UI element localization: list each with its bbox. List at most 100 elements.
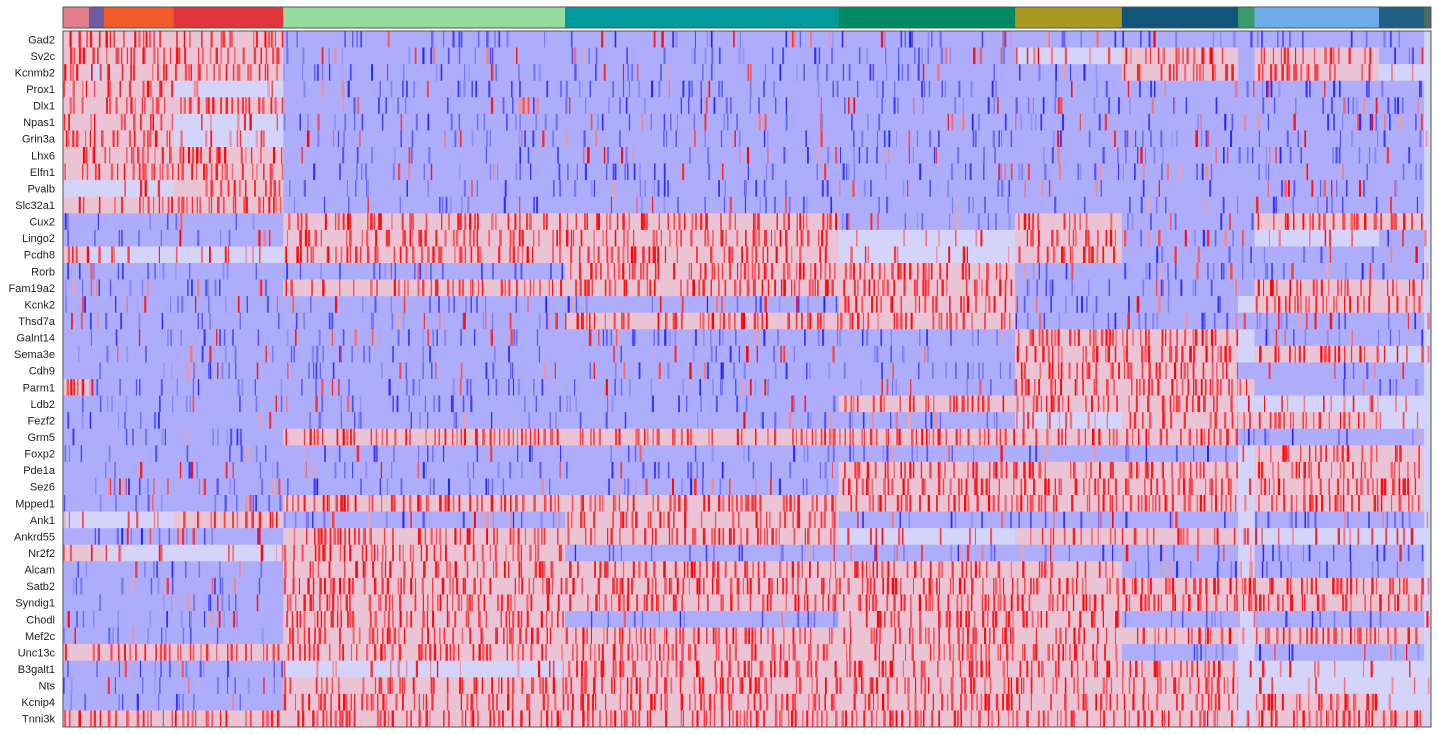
heatmap-stripe <box>670 113 672 131</box>
heatmap-stripe <box>399 196 401 214</box>
heatmap-cell <box>1121 511 1239 529</box>
heatmap-stripe <box>717 561 720 579</box>
heatmap-stripe <box>469 495 472 512</box>
heatmap-stripe <box>857 594 861 612</box>
heatmap-stripe <box>142 196 144 214</box>
heatmap-stripe <box>710 279 712 297</box>
heatmap-stripe <box>386 478 389 496</box>
heatmap-stripe <box>208 147 212 164</box>
heatmap-stripe <box>250 64 252 82</box>
heatmap-stripe <box>486 511 489 529</box>
heatmap-stripe <box>307 229 311 247</box>
heatmap-stripe <box>417 279 420 297</box>
heatmap-stripe <box>1221 263 1223 280</box>
heatmap-stripe <box>149 31 152 48</box>
heatmap-cell <box>63 213 90 231</box>
heatmap-stripe <box>733 362 735 380</box>
heatmap-stripe <box>1362 577 1365 595</box>
heatmap-stripe <box>1231 64 1234 82</box>
heatmap-stripe <box>1029 329 1032 347</box>
heatmap-stripe <box>418 229 421 247</box>
heatmap-cell <box>104 445 175 463</box>
heatmap-stripe <box>176 31 178 48</box>
heatmap-stripe <box>126 528 129 546</box>
heatmap-stripe <box>552 561 554 579</box>
heatmap-stripe <box>356 31 359 48</box>
heatmap-stripe <box>1058 163 1062 181</box>
heatmap-stripe <box>533 64 536 82</box>
heatmap-stripe <box>1153 31 1156 48</box>
heatmap-stripe <box>955 428 958 446</box>
heatmap-stripe <box>904 213 907 231</box>
heatmap-stripe <box>1098 561 1101 579</box>
heatmap-stripe <box>894 577 898 595</box>
heatmap-stripe <box>742 312 746 330</box>
heatmap-stripe <box>1045 263 1048 280</box>
heatmap-stripe <box>1041 180 1044 198</box>
heatmap-stripe <box>707 495 711 512</box>
heatmap-stripe <box>302 47 305 65</box>
heatmap-stripe <box>972 362 974 380</box>
heatmap-stripe <box>1047 478 1050 496</box>
heatmap-stripe <box>1224 345 1227 363</box>
heatmap-stripe <box>890 329 892 347</box>
heatmap-stripe <box>151 163 153 181</box>
heatmap-stripe <box>1366 478 1370 496</box>
heatmap-stripe <box>508 561 510 579</box>
heatmap-stripe <box>909 461 912 479</box>
heatmap-stripe <box>444 229 447 247</box>
heatmap-stripe <box>875 296 878 314</box>
heatmap-cell <box>283 147 566 164</box>
heatmap-stripe <box>81 395 84 413</box>
heatmap-stripe <box>186 196 188 214</box>
heatmap-stripe <box>1038 461 1042 479</box>
heatmap-stripe <box>492 511 494 529</box>
heatmap-stripe <box>1075 478 1078 496</box>
heatmap-stripe <box>388 379 391 396</box>
heatmap-stripe <box>332 577 335 595</box>
heatmap-cell <box>1424 296 1432 314</box>
heatmap-stripe <box>317 528 320 546</box>
heatmap-stripe <box>1065 412 1067 430</box>
heatmap-cell <box>88 163 105 181</box>
heatmap-stripe <box>472 279 474 297</box>
heatmap-stripe <box>230 428 233 446</box>
heatmap-stripe <box>869 528 872 546</box>
heatmap-stripe <box>93 263 95 280</box>
heatmap-stripe <box>712 97 715 115</box>
heatmap-stripe <box>1108 428 1111 446</box>
heatmap-stripe <box>1095 362 1098 380</box>
heatmap-cell <box>1424 495 1432 512</box>
heatmap-stripe <box>610 196 613 214</box>
heatmap-stripe <box>1118 362 1120 380</box>
heatmap-stripe <box>419 263 422 280</box>
heatmap-stripe <box>825 229 828 247</box>
heatmap-stripe <box>1038 263 1040 280</box>
heatmap-cell <box>565 97 840 115</box>
heatmap-stripe <box>399 362 402 380</box>
heatmap-stripe <box>455 412 458 430</box>
heatmap-stripe <box>293 345 295 363</box>
heatmap-stripe <box>339 163 341 181</box>
heatmap-stripe <box>64 64 67 82</box>
heatmap-stripe <box>95 279 98 297</box>
heatmap-stripe <box>648 246 651 264</box>
heatmap-stripe <box>1303 395 1306 413</box>
heatmap-stripe <box>93 80 96 98</box>
heatmap-stripe <box>193 80 196 98</box>
heatmap-stripe <box>1326 561 1328 579</box>
heatmap-stripe <box>782 263 786 280</box>
heatmap-stripe <box>877 279 879 297</box>
heatmap-stripe <box>1279 147 1282 164</box>
heatmap-stripe <box>556 428 559 446</box>
heatmap-stripe <box>571 495 573 512</box>
heatmap-stripe <box>903 544 905 562</box>
heatmap-stripe <box>1399 577 1401 595</box>
heatmap-stripe <box>736 395 739 413</box>
heatmap-cell <box>283 594 566 612</box>
heatmap-stripe <box>458 31 460 48</box>
heatmap-stripe <box>724 180 727 198</box>
heatmap-stripe <box>1213 528 1216 546</box>
heatmap-stripe <box>1269 147 1271 164</box>
heatmap-stripe <box>1152 312 1155 330</box>
